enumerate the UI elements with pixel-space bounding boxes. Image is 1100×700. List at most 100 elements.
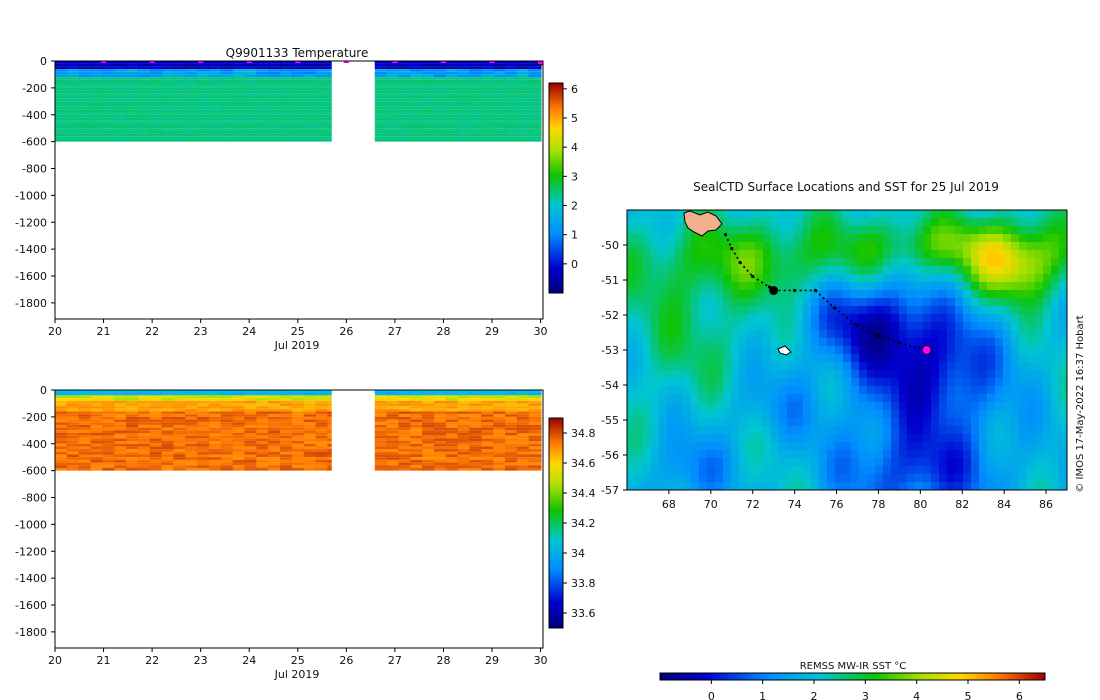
sst-cell [1027, 298, 1036, 307]
temperature-ytick-label: -600 [22, 136, 47, 149]
temperature-cell [173, 120, 187, 123]
sst-cell [931, 266, 940, 275]
sst-cell [1027, 322, 1036, 331]
salinity-cell [173, 462, 187, 466]
sst-cell [971, 210, 980, 219]
sst-cell [811, 402, 820, 411]
temperature-cell [126, 63, 139, 67]
temperature-cell [481, 79, 495, 83]
map-ytick-label: -50 [601, 239, 619, 252]
sst-cell [1051, 274, 1060, 283]
sst-cell [747, 330, 756, 339]
temperature-cell [516, 109, 530, 113]
sst-cell [955, 434, 964, 443]
salinity-cell [386, 467, 400, 471]
salinity-cell [469, 414, 483, 417]
temperature-cell [433, 112, 447, 115]
temperature-cell [516, 133, 530, 137]
sst-cell [675, 330, 684, 339]
sst-cell [923, 266, 932, 275]
data-gap [331, 61, 364, 319]
temperature-cell [173, 114, 187, 118]
sst-cell [963, 242, 972, 251]
salinity-cell [457, 422, 471, 425]
sst-cell [819, 266, 828, 275]
sst-cell [731, 338, 740, 347]
sst-cell [955, 210, 964, 219]
sst-cell [827, 426, 836, 435]
salinity-cell [280, 411, 293, 415]
temperature-cell [55, 93, 68, 96]
sst-cell [795, 418, 804, 427]
sst-cell [811, 258, 820, 267]
temperature-cell [78, 82, 92, 86]
sst-cell [955, 218, 964, 227]
sst-cell [643, 378, 652, 387]
sst-cell [803, 378, 812, 387]
sst-cell [963, 306, 972, 315]
sst-cell [643, 410, 652, 419]
surface-cell [280, 61, 293, 64]
temperature-cell [398, 106, 412, 110]
sst-cell [643, 458, 652, 467]
sst-cell [787, 482, 796, 490]
salinity-cell [528, 451, 542, 455]
salinity-cell [505, 430, 518, 433]
temperature-cell [256, 138, 270, 142]
sst-cell [667, 218, 676, 227]
salinity-cell [102, 449, 116, 452]
sst-cell [931, 226, 940, 235]
salinity-cell [291, 414, 305, 417]
sst-cell [971, 426, 980, 435]
temperature-cell [386, 114, 400, 118]
salinity-cell [481, 449, 495, 452]
sst-cell [891, 442, 900, 451]
sst-cell [755, 450, 764, 459]
sst-cell [979, 386, 988, 395]
temperature-cell [90, 82, 104, 86]
sst-cell [763, 354, 772, 363]
temperature-cell [185, 93, 199, 96]
sst-cell [747, 450, 756, 459]
temperature-cell [102, 63, 116, 67]
sst-cell [803, 474, 812, 483]
sst-cell [1019, 218, 1028, 227]
sst-cell [907, 314, 916, 323]
sst-cell [635, 338, 644, 347]
sst-cell [779, 426, 788, 435]
temperature-cell [66, 106, 80, 110]
salinity-cell [315, 457, 329, 460]
salinity-cell [386, 398, 400, 401]
temperature-cell [208, 112, 222, 115]
sst-cell [987, 338, 996, 347]
salinity-cell [457, 467, 471, 471]
temperature-cell [102, 66, 116, 70]
salinity-cell [280, 451, 293, 455]
temperature-cell [386, 122, 400, 126]
sst-cell [635, 234, 644, 243]
sst-cell [747, 210, 756, 219]
sst-cell [827, 274, 836, 283]
temperature-cell [55, 125, 68, 129]
temperature-cell [481, 114, 495, 118]
sst-cell [939, 330, 948, 339]
sst-cell [995, 354, 1004, 363]
temperature-cell [410, 63, 424, 67]
sst-cell [643, 306, 652, 315]
map-xtick-label: 80 [913, 498, 927, 511]
salinity-cell [114, 454, 128, 458]
sst-cell [1059, 458, 1067, 467]
salinity-cell [280, 408, 293, 412]
temperature-cell [315, 74, 329, 78]
sst-cell [859, 218, 868, 227]
sst-cell [827, 386, 836, 395]
sst-cell [707, 314, 716, 323]
temperature-cell [256, 95, 270, 99]
sst-cell [667, 370, 676, 379]
sst-cell [739, 410, 748, 419]
sst-cell [811, 338, 820, 347]
salinity-cell [422, 400, 435, 404]
salinity-cell [398, 441, 412, 444]
salinity-cell [78, 446, 92, 450]
temperature-cell [197, 66, 210, 70]
